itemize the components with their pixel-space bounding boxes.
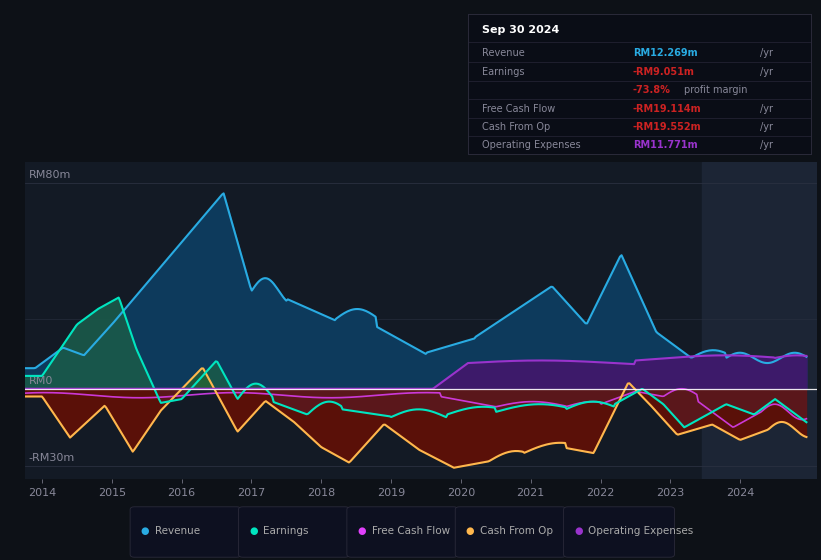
Text: RM11.771m: RM11.771m: [633, 140, 697, 150]
Text: Cash From Op: Cash From Op: [479, 526, 553, 536]
Text: -RM9.051m: -RM9.051m: [633, 67, 695, 77]
Text: Revenue: Revenue: [482, 48, 525, 58]
Text: Free Cash Flow: Free Cash Flow: [482, 104, 555, 114]
Text: ●: ●: [574, 526, 583, 536]
Text: ●: ●: [249, 526, 258, 536]
Text: -RM19.114m: -RM19.114m: [633, 104, 701, 114]
Text: ●: ●: [357, 526, 366, 536]
Text: ●: ●: [140, 526, 149, 536]
Text: Earnings: Earnings: [263, 526, 309, 536]
Bar: [702, 162, 821, 479]
Text: Operating Expenses: Operating Expenses: [588, 526, 694, 536]
Text: Free Cash Flow: Free Cash Flow: [372, 526, 450, 536]
Text: Revenue: Revenue: [154, 526, 200, 536]
Text: Cash From Op: Cash From Op: [482, 122, 550, 132]
Text: /yr: /yr: [759, 48, 773, 58]
Text: /yr: /yr: [759, 67, 773, 77]
Text: RM80m: RM80m: [29, 170, 71, 180]
Text: -73.8%: -73.8%: [633, 85, 671, 95]
Text: profit margin: profit margin: [684, 85, 748, 95]
Text: RM0: RM0: [29, 376, 53, 386]
Text: RM12.269m: RM12.269m: [633, 48, 697, 58]
Text: -RM30m: -RM30m: [29, 453, 75, 463]
Text: Sep 30 2024: Sep 30 2024: [482, 25, 559, 35]
Text: ●: ●: [466, 526, 475, 536]
Text: Earnings: Earnings: [482, 67, 524, 77]
Text: /yr: /yr: [759, 122, 773, 132]
Text: /yr: /yr: [759, 140, 773, 150]
Text: -RM19.552m: -RM19.552m: [633, 122, 701, 132]
Text: /yr: /yr: [759, 104, 773, 114]
Text: Operating Expenses: Operating Expenses: [482, 140, 580, 150]
